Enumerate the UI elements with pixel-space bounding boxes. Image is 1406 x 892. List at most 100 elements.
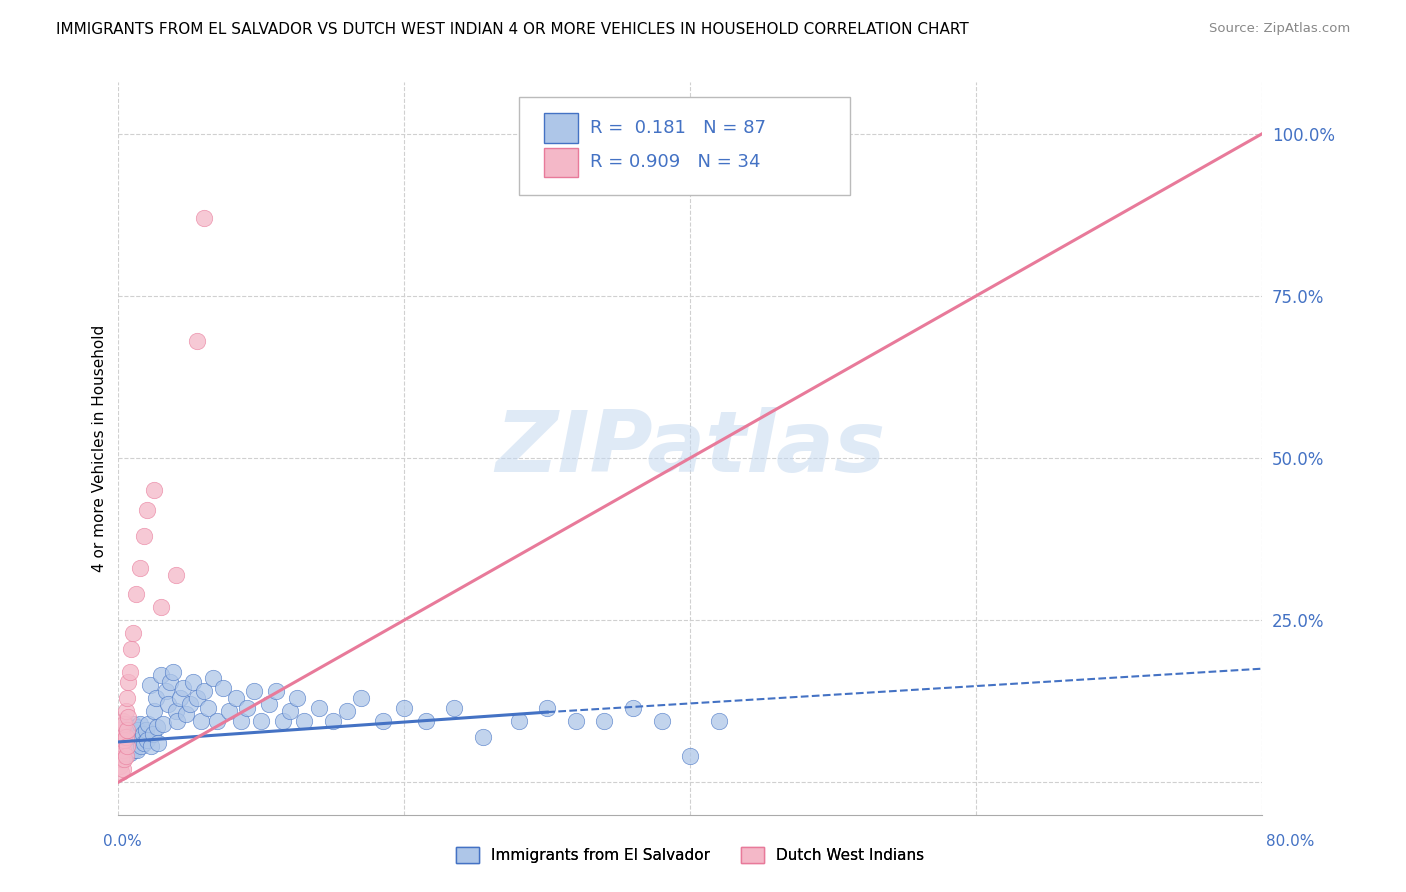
Point	[243, 684, 266, 698]
Point	[205, 714, 228, 728]
Point	[322, 714, 344, 728]
Text: Source: ZipAtlas.com: Source: ZipAtlas.com	[1209, 22, 1350, 36]
Point	[350, 690, 373, 705]
Point	[115, 723, 138, 738]
Point	[292, 714, 315, 728]
Point	[122, 726, 145, 740]
Point	[128, 561, 150, 575]
Point	[134, 736, 156, 750]
Point	[108, 746, 131, 760]
Point	[115, 739, 138, 754]
Point	[257, 698, 280, 712]
Point	[172, 681, 194, 695]
Point	[211, 681, 233, 695]
Point	[118, 730, 141, 744]
Point	[157, 698, 180, 712]
Point	[166, 714, 188, 728]
Point	[174, 707, 197, 722]
Point	[155, 684, 177, 698]
Point	[201, 672, 224, 686]
Point	[197, 700, 219, 714]
Point	[141, 739, 163, 754]
Point	[162, 665, 184, 679]
Point	[112, 716, 135, 731]
Point	[131, 739, 153, 754]
Point	[152, 716, 174, 731]
Bar	[544, 113, 578, 143]
Bar	[544, 148, 578, 178]
Point	[120, 642, 142, 657]
Point	[186, 690, 208, 705]
Point	[111, 730, 134, 744]
Point	[114, 730, 136, 744]
Point	[110, 733, 132, 747]
Point	[128, 716, 150, 731]
Point	[150, 668, 173, 682]
Point	[181, 674, 204, 689]
Point	[443, 700, 465, 714]
Point	[108, 759, 131, 773]
Point	[394, 700, 416, 714]
Point	[139, 678, 162, 692]
Point	[285, 690, 308, 705]
Text: R =  0.181   N = 87: R = 0.181 N = 87	[589, 119, 766, 137]
Point	[117, 674, 139, 689]
Point	[472, 730, 495, 744]
Point	[112, 752, 135, 766]
Point	[565, 714, 588, 728]
Point	[679, 749, 702, 764]
Point	[415, 714, 437, 728]
Point	[110, 752, 132, 766]
Point	[121, 626, 143, 640]
Text: 80.0%: 80.0%	[1267, 834, 1315, 849]
Point	[125, 730, 148, 744]
Text: 0.0%: 0.0%	[103, 834, 142, 849]
Point	[120, 739, 142, 754]
Y-axis label: 4 or more Vehicles in Household: 4 or more Vehicles in Household	[93, 325, 107, 572]
Point	[118, 665, 141, 679]
Point	[124, 587, 146, 601]
Point	[112, 723, 135, 738]
Point	[264, 684, 287, 698]
Point	[138, 716, 160, 731]
Point	[169, 690, 191, 705]
Point	[110, 765, 132, 780]
Point	[110, 723, 132, 738]
Point	[117, 710, 139, 724]
Point	[134, 529, 156, 543]
Point	[271, 714, 294, 728]
Point	[250, 714, 273, 728]
Point	[145, 690, 167, 705]
Point	[115, 739, 138, 754]
Point	[621, 700, 644, 714]
Point	[114, 749, 136, 764]
Point	[336, 704, 359, 718]
Point	[193, 684, 215, 698]
Point	[117, 720, 139, 734]
Point	[193, 211, 215, 225]
Point	[707, 714, 730, 728]
Point	[132, 726, 155, 740]
Point	[536, 700, 558, 714]
Text: R = 0.909   N = 34: R = 0.909 N = 34	[589, 153, 761, 171]
Point	[135, 723, 157, 738]
Point	[186, 334, 208, 349]
Point	[121, 716, 143, 731]
Point	[114, 733, 136, 747]
Point	[136, 733, 159, 747]
Point	[111, 762, 134, 776]
Point	[179, 698, 201, 712]
Point	[112, 749, 135, 764]
Point	[125, 742, 148, 756]
Point	[127, 723, 149, 738]
Point	[165, 567, 187, 582]
Point	[371, 714, 394, 728]
Point	[159, 674, 181, 689]
Legend: Immigrants from El Salvador, Dutch West Indians: Immigrants from El Salvador, Dutch West …	[450, 841, 931, 869]
Point	[143, 704, 166, 718]
Point	[111, 742, 134, 756]
Point	[236, 700, 259, 714]
Point	[165, 704, 187, 718]
Point	[122, 742, 145, 756]
Point	[278, 704, 301, 718]
